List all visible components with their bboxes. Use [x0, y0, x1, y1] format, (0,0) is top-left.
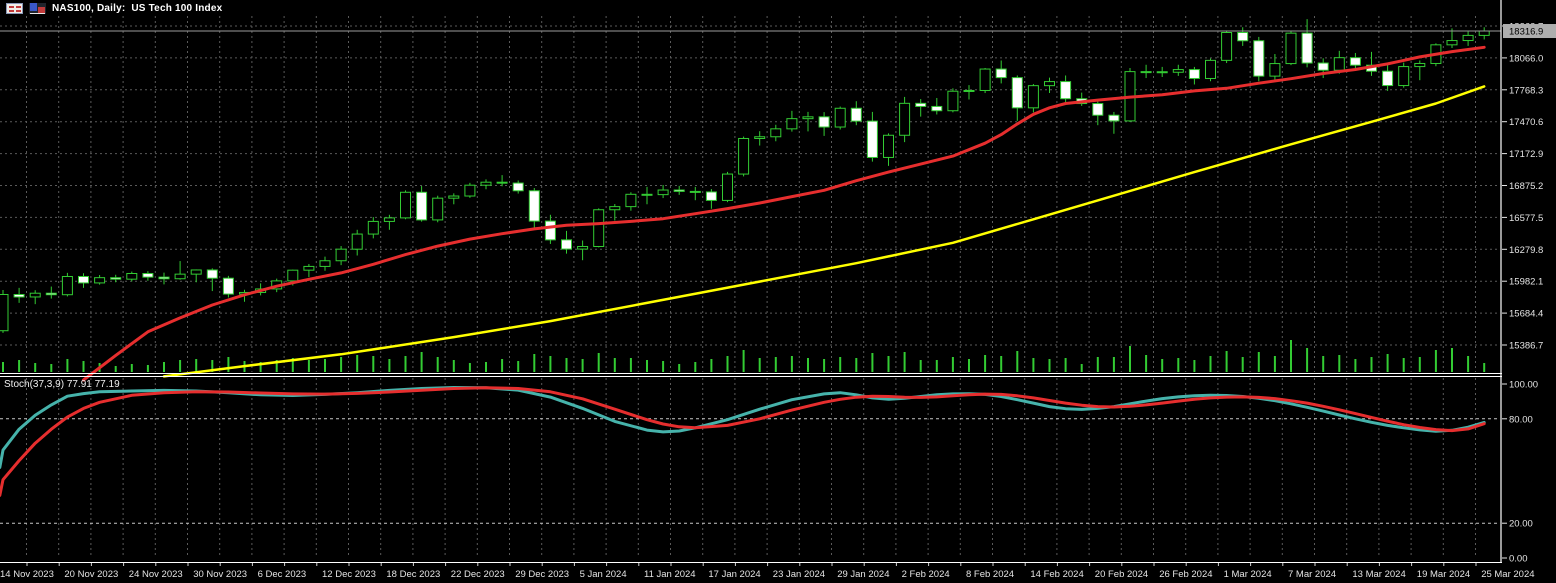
- svg-text:17172.9: 17172.9: [1509, 149, 1543, 160]
- svg-text:24 Nov 2023: 24 Nov 2023: [129, 569, 183, 580]
- svg-text:23 Jan 2024: 23 Jan 2024: [773, 569, 825, 580]
- svg-text:25 Mar 2024: 25 Mar 2024: [1481, 569, 1534, 580]
- svg-text:29 Jan 2024: 29 Jan 2024: [837, 569, 889, 580]
- svg-text:17470.6: 17470.6: [1509, 117, 1543, 128]
- candlesticks: [0, 19, 1490, 333]
- svg-text:15982.1: 15982.1: [1509, 277, 1543, 288]
- svg-text:15386.7: 15386.7: [1509, 341, 1543, 352]
- svg-text:18066.0: 18066.0: [1509, 53, 1543, 64]
- svg-text:20 Feb 2024: 20 Feb 2024: [1095, 569, 1148, 580]
- svg-text:18 Dec 2023: 18 Dec 2023: [386, 569, 440, 580]
- svg-text:19 Mar 2024: 19 Mar 2024: [1417, 569, 1470, 580]
- svg-text:15684.4: 15684.4: [1509, 309, 1543, 320]
- svg-text:80.00: 80.00: [1509, 414, 1533, 425]
- svg-text:5 Jan 2024: 5 Jan 2024: [580, 569, 627, 580]
- svg-text:16279.8: 16279.8: [1509, 245, 1543, 256]
- window-menu-icon[interactable]: [6, 2, 23, 14]
- svg-text:17 Jan 2024: 17 Jan 2024: [708, 569, 760, 580]
- svg-text:7 Mar 2024: 7 Mar 2024: [1288, 569, 1336, 580]
- svg-text:14 Nov 2023: 14 Nov 2023: [0, 569, 54, 580]
- svg-text:20 Nov 2023: 20 Nov 2023: [64, 569, 118, 580]
- svg-text:16875.2: 16875.2: [1509, 181, 1543, 192]
- symbol-chart-icon: [29, 2, 46, 14]
- current-price-badge: 18316.9: [1503, 24, 1556, 39]
- svg-text:12 Dec 2023: 12 Dec 2023: [322, 569, 376, 580]
- ma-fast-line: [82, 45, 1486, 382]
- grid-lines: [0, 16, 1500, 558]
- svg-text:1 Mar 2024: 1 Mar 2024: [1224, 569, 1272, 580]
- svg-text:17768.3: 17768.3: [1509, 85, 1543, 96]
- svg-text:26 Feb 2024: 26 Feb 2024: [1159, 569, 1212, 580]
- svg-text:6 Dec 2023: 6 Dec 2023: [258, 569, 307, 580]
- ma-slow-line: [162, 85, 1486, 378]
- svg-text:100.00: 100.00: [1509, 380, 1538, 391]
- panel-separator[interactable]: [0, 373, 1556, 563]
- indicator-axis[interactable]: 100.00 80.00 20.00 0.00: [1502, 380, 1538, 565]
- time-axis[interactable]: 14 Nov 2023 20 Nov 2023 24 Nov 2023 30 Nov …: [0, 563, 1535, 580]
- svg-text:0.00: 0.00: [1509, 554, 1528, 565]
- title-bar: NAS100, Daily: US Tech 100 Index: [6, 1, 222, 15]
- svg-text:14 Feb 2024: 14 Feb 2024: [1030, 569, 1083, 580]
- svg-text:16577.5: 16577.5: [1509, 213, 1543, 224]
- svg-text:8 Feb 2024: 8 Feb 2024: [966, 569, 1014, 580]
- stoch-signal-line: [0, 386, 1486, 497]
- stoch-main-line: [0, 386, 1486, 469]
- svg-text:2 Feb 2024: 2 Feb 2024: [902, 569, 950, 580]
- svg-text:11 Jan 2024: 11 Jan 2024: [644, 569, 696, 580]
- volume-bars: [2, 340, 1486, 372]
- svg-text:20.00: 20.00: [1509, 519, 1533, 530]
- svg-text:30 Nov 2023: 30 Nov 2023: [193, 569, 247, 580]
- svg-text:18316.9: 18316.9: [1509, 27, 1543, 38]
- chart-title: NAS100, Daily: US Tech 100 Index: [52, 2, 223, 14]
- svg-text:29 Dec 2023: 29 Dec 2023: [515, 569, 569, 580]
- svg-text:13 Mar 2024: 13 Mar 2024: [1352, 569, 1405, 580]
- stochastic-indicator-label: Stoch(37,3,9) 77.91 77.19: [4, 379, 120, 390]
- price-axis[interactable]: 18363.718066.017768.317470.617172.916875…: [1500, 0, 1556, 563]
- svg-text:22 Dec 2023: 22 Dec 2023: [451, 569, 505, 580]
